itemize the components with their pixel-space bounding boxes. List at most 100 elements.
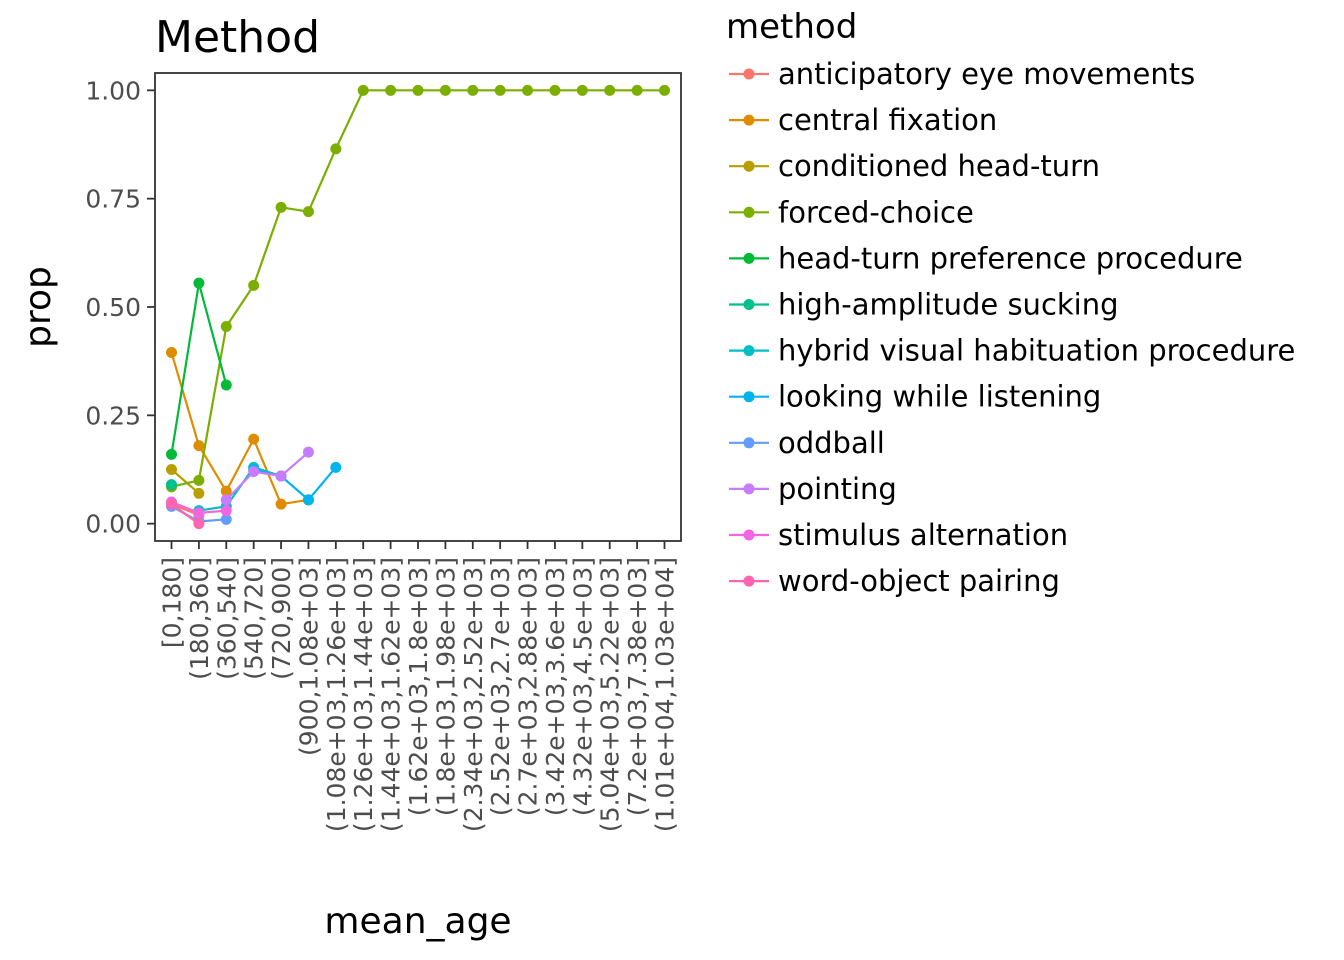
x-tick-label: (5.04e+03,5.22e+03] xyxy=(596,557,625,832)
legend-title: method xyxy=(726,7,857,47)
legend-item: anticipatory eye movements xyxy=(729,57,1195,91)
series-head-turn-preference-procedure xyxy=(166,277,232,460)
x-tick-label: [0,180] xyxy=(158,557,187,648)
legend-label: high-amplitude sucking xyxy=(778,288,1119,322)
legend-label: central fixation xyxy=(778,103,997,137)
x-tick-label: (900,1.08e+03] xyxy=(294,557,323,756)
data-point xyxy=(631,84,643,96)
data-point xyxy=(275,498,287,510)
x-tick-label: (1.8e+03,1.98e+03] xyxy=(431,557,460,816)
x-tick-label: (360,540] xyxy=(212,557,241,680)
series-layer xyxy=(166,84,670,530)
y-axis-title: prop xyxy=(18,266,59,348)
chart-title: Method xyxy=(155,12,320,63)
legend-item: word-object pairing xyxy=(729,564,1060,598)
data-point xyxy=(275,201,287,213)
data-point xyxy=(220,321,232,332)
data-point xyxy=(220,505,232,517)
x-tick-label: (720,900] xyxy=(267,557,296,680)
data-point xyxy=(522,84,534,96)
legend-item: looking while listening xyxy=(729,380,1101,414)
series-high-amplitude-sucking xyxy=(166,479,177,491)
legend-item: hybrid visual habituation procedure xyxy=(729,334,1295,368)
data-point xyxy=(248,433,260,445)
x-tick-label: (180,360] xyxy=(185,557,214,680)
y-tick-label: 0.50 xyxy=(85,293,141,322)
data-point xyxy=(330,143,342,155)
data-point xyxy=(302,494,314,506)
data-point xyxy=(576,84,588,96)
data-point xyxy=(166,498,177,510)
x-tick-label: (2.52e+03,2.7e+03] xyxy=(486,557,515,816)
legend-label: forced-choice xyxy=(778,195,974,229)
data-point xyxy=(248,466,260,478)
series-pointing xyxy=(220,446,314,506)
data-point xyxy=(193,277,205,289)
legend-key-point xyxy=(743,299,755,310)
legend-key-point xyxy=(743,114,755,126)
legend-key-point xyxy=(743,252,755,264)
x-axis: [0,180](180,360](360,540](540,720](720,9… xyxy=(158,541,680,832)
legend-key-point xyxy=(743,437,755,449)
legend-item: central fixation xyxy=(729,103,997,137)
data-point xyxy=(166,464,177,475)
x-tick-label: (540,720] xyxy=(240,557,269,680)
legend-key-point xyxy=(743,529,755,541)
legend-key-point xyxy=(743,68,755,80)
data-point xyxy=(494,84,506,96)
legend-label: hybrid visual habituation procedure xyxy=(778,334,1295,368)
data-point xyxy=(357,84,369,96)
data-point xyxy=(412,84,424,96)
data-point xyxy=(220,379,232,391)
legend-label: anticipatory eye movements xyxy=(778,57,1195,91)
data-point xyxy=(302,446,314,458)
legend-label: pointing xyxy=(778,472,897,506)
x-tick-label: (1.08e+03,1.26e+03] xyxy=(322,557,351,832)
legend-label: looking while listening xyxy=(778,380,1101,414)
data-point xyxy=(166,448,177,460)
x-tick-label: (1.44e+03,1.62e+03] xyxy=(377,557,406,832)
data-point xyxy=(220,513,232,525)
x-tick-label: (1.62e+03,1.8e+03] xyxy=(404,557,433,816)
data-point xyxy=(193,487,205,499)
legend-key-point xyxy=(743,391,755,403)
data-point xyxy=(193,518,205,530)
data-point xyxy=(166,479,177,491)
legend-label: word-object pairing xyxy=(778,564,1060,598)
data-point xyxy=(467,84,479,96)
data-point xyxy=(659,84,670,96)
y-axis: 0.00 0.25 0.50 0.75 1.00 xyxy=(85,76,155,539)
x-axis-title: mean_age xyxy=(324,901,511,942)
legend-item: forced-choice xyxy=(729,195,974,229)
legend-label: stimulus alternation xyxy=(778,518,1068,552)
x-tick-label: (3.42e+03,3.6e+03] xyxy=(541,557,570,816)
data-point xyxy=(248,279,260,291)
data-point xyxy=(330,461,342,473)
legend-item: conditioned head-turn xyxy=(729,149,1100,183)
x-tick-label: (1.26e+03,1.44e+03] xyxy=(349,557,378,832)
y-tick-label: 0.75 xyxy=(85,185,141,214)
legend-item: stimulus alternation xyxy=(729,518,1068,552)
data-point xyxy=(220,485,232,497)
y-tick-label: 1.00 xyxy=(85,76,141,105)
legend-key-point xyxy=(743,345,755,357)
x-tick-label: (1.01e+04,1.03e+04] xyxy=(651,557,680,832)
legend-key-point xyxy=(743,575,755,587)
series-line xyxy=(170,468,200,495)
data-point xyxy=(220,494,232,506)
legend-item: head-turn preference procedure xyxy=(729,241,1243,275)
series-word-object-pairing xyxy=(166,498,205,530)
plot-panel xyxy=(154,72,682,542)
x-tick-label: (2.34e+03,2.52e+03] xyxy=(459,557,488,832)
y-tick-label: 0.25 xyxy=(85,401,141,430)
data-point xyxy=(193,440,205,452)
data-point xyxy=(193,474,205,486)
legend-key-point xyxy=(743,206,755,218)
legend-key-point xyxy=(743,483,755,495)
data-point xyxy=(302,206,314,218)
legend-label: oddball xyxy=(778,426,885,460)
legend-label: head-turn preference procedure xyxy=(778,241,1243,275)
data-point xyxy=(193,507,205,519)
legend-item: high-amplitude sucking xyxy=(729,288,1119,322)
